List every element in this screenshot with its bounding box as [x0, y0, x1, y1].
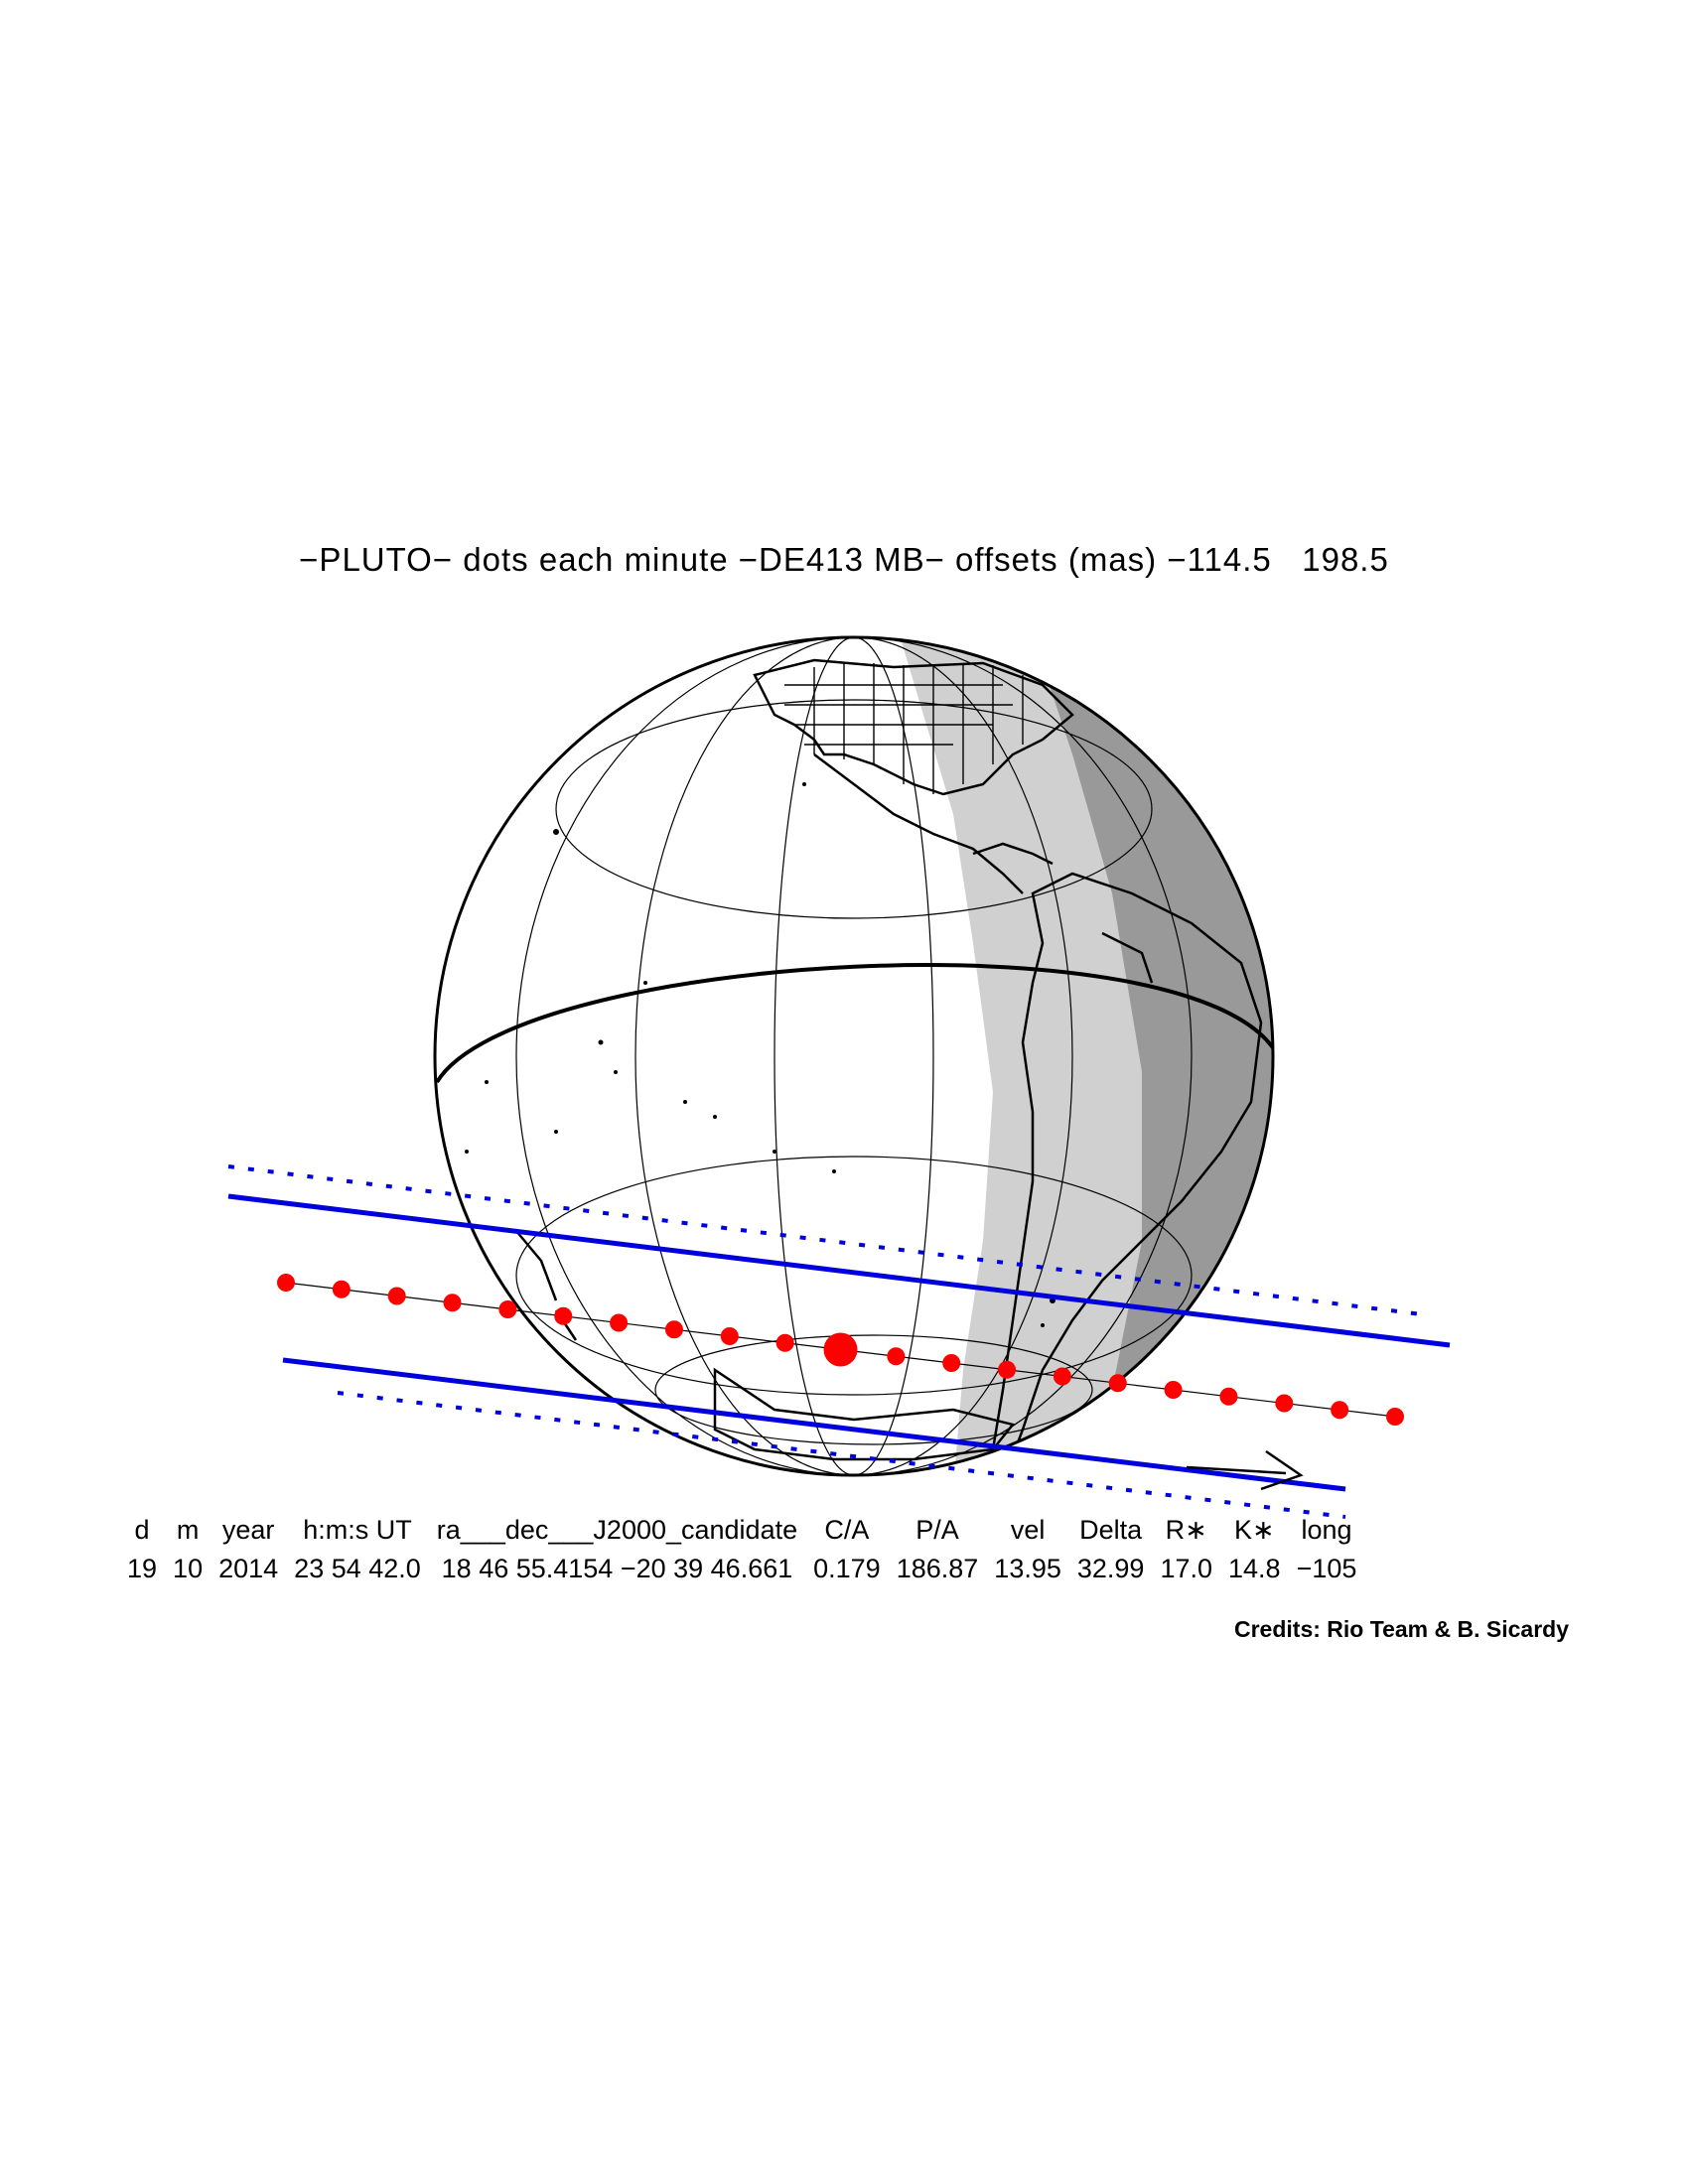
graticule: [515, 637, 1193, 1475]
table-value-cell: 17.0: [1160, 1554, 1213, 1583]
north-limit-dotted: [227, 1164, 1431, 1317]
us-state-borders: [784, 663, 1024, 794]
minute-dot: [942, 1354, 961, 1372]
minute-dot: [720, 1327, 739, 1345]
table-value-cell: 19: [127, 1554, 158, 1583]
table-header-cell: vel: [1010, 1515, 1046, 1545]
table-header-cell: P/A: [915, 1515, 959, 1545]
event-table: d m year h:m:s UT ra___dec___J2000_candidate…: [119, 1511, 1364, 1588]
table-header-cell: ra___dec___J2000_candidate: [436, 1515, 798, 1545]
equator: [435, 963, 1273, 1084]
minute-dot: [387, 1287, 406, 1305]
table-value-cell: 32.99: [1076, 1554, 1145, 1583]
minute-dot: [443, 1294, 462, 1312]
minute-dot: [1108, 1374, 1127, 1393]
minute-dot: [1219, 1387, 1238, 1406]
table-header-cell: Delta: [1079, 1515, 1143, 1545]
globe-outline: [433, 635, 1275, 1477]
globe: [433, 635, 1275, 1477]
twilight-band: [894, 637, 1142, 1475]
minute-dot: [775, 1333, 794, 1352]
minute-dot: [610, 1313, 629, 1332]
table-header-cell: R∗: [1165, 1515, 1207, 1545]
table-header-cell: year: [221, 1515, 275, 1545]
table-value-cell: 23 54 42.0: [294, 1554, 421, 1583]
table-value-cell: −105: [1296, 1554, 1357, 1583]
south-limit: [282, 1357, 1346, 1492]
minute-dot: [1275, 1394, 1294, 1413]
chart-title: −PLUTO− dots each minute −DE413 MB− offs…: [299, 541, 1389, 578]
table-value-cell: 14.8: [1228, 1554, 1281, 1583]
table-header-cell: m: [176, 1515, 200, 1545]
event-table-values: 19 10 2014 23 54 42.0 18 46 55.4154 −20 39 4…: [119, 1550, 1364, 1588]
minute-dot: [498, 1300, 517, 1318]
minute-dot: [1331, 1401, 1349, 1420]
table-value-cell: 2014: [218, 1554, 279, 1583]
minute-dot: [1164, 1381, 1183, 1399]
table-header-cell: long: [1301, 1515, 1352, 1545]
north-limit: [227, 1193, 1451, 1348]
minute-dot: [998, 1360, 1017, 1379]
table-header-cell: d: [134, 1515, 150, 1545]
table-header-cell: C/A: [824, 1515, 870, 1545]
table-header-cell: K∗: [1233, 1515, 1275, 1545]
table-value-cell: 0.179: [813, 1554, 881, 1583]
minute-dot: [332, 1280, 351, 1298]
table-value-cell: 10: [173, 1554, 204, 1583]
direction-arrow: [1186, 1449, 1304, 1491]
minute-dot: [1386, 1408, 1404, 1426]
minute-dot: [1053, 1367, 1071, 1386]
closest-approach-dot: [823, 1332, 858, 1367]
table-value-cell: 186.87: [896, 1554, 979, 1583]
event-table-header: d m year h:m:s UT ra___dec___J2000_candidate…: [119, 1511, 1364, 1550]
table-value-cell: 13.95: [994, 1554, 1061, 1583]
minute-dot: [664, 1320, 683, 1339]
minute-dot: [554, 1306, 573, 1325]
shadow-path: [227, 1164, 1451, 1519]
minute-dot: [277, 1274, 295, 1292]
minute-dots: [277, 1274, 1404, 1426]
minute-dot: [887, 1347, 906, 1366]
table-value-cell: 18 46 55.4154 −20 39 46.661: [441, 1554, 793, 1583]
credits: Credits: Rio Team & B. Sicardy: [1234, 1616, 1569, 1642]
table-header-cell: h:m:s UT: [303, 1515, 412, 1545]
